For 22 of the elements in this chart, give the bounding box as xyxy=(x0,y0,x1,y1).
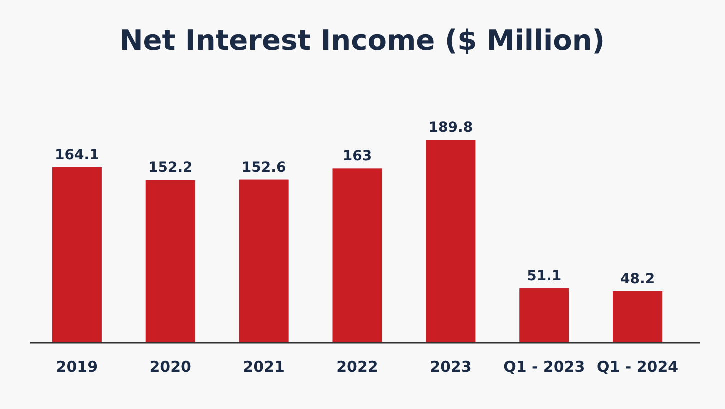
bar xyxy=(426,140,476,343)
chart-title: Net Interest Income ($ Million) xyxy=(120,24,606,57)
data-label: 163 xyxy=(342,148,372,165)
bar xyxy=(613,291,663,343)
x-tick-label: Q1 - 2024 xyxy=(597,358,679,376)
data-label: 51.1 xyxy=(527,268,562,284)
data-label: 152.6 xyxy=(242,160,286,176)
x-tick-label: 2019 xyxy=(56,358,98,376)
data-label: 189.8 xyxy=(428,120,474,136)
x-tick-label: 2020 xyxy=(150,358,192,376)
data-label: 48.2 xyxy=(620,271,656,288)
bar xyxy=(52,167,102,343)
data-label: 164.1 xyxy=(55,147,100,164)
x-tick-label: 2021 xyxy=(243,358,285,376)
bar xyxy=(146,180,196,343)
bar xyxy=(332,168,382,343)
x-tick-label: 2023 xyxy=(430,358,472,376)
x-tick-label: Q1 - 2023 xyxy=(504,358,586,376)
data-label: 152.2 xyxy=(148,160,193,176)
x-tick-label: 2022 xyxy=(336,358,378,376)
bar xyxy=(239,180,289,343)
bar xyxy=(520,288,570,343)
